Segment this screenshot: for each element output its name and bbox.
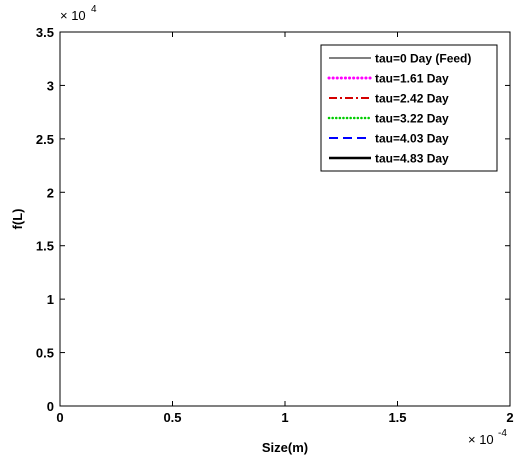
y-tick-label: 0: [47, 399, 54, 414]
x-multiplier-exponent: -4: [498, 428, 507, 439]
x-tick-label: 0.5: [163, 410, 181, 425]
legend-label-2: tau=2.42 Day: [375, 92, 449, 106]
legend: tau=0 Day (Feed) tau=1.61 Day tau=2.42 Day…: [320, 44, 498, 172]
y-tick-label: 1: [47, 292, 54, 307]
x-multiplier: × 10: [468, 432, 494, 447]
legend-label-1: tau=1.61 Day: [375, 72, 449, 86]
y-tick-label: 1.5: [36, 239, 54, 254]
y-tick-label: 2.5: [36, 132, 54, 147]
y-tick-label: 3: [47, 78, 54, 93]
x-tick-label: 2: [506, 410, 513, 425]
legend-label-5: tau=4.83 Day: [375, 152, 449, 166]
y-multiplier-exponent: 4: [91, 4, 97, 15]
y-tick-label: 3.5: [36, 25, 54, 40]
y-multiplier: × 10: [60, 8, 86, 23]
y-tick-label: 0.5: [36, 346, 54, 361]
legend-label-0: tau=0 Day (Feed): [375, 52, 471, 66]
legend-label-3: tau=3.22 Day: [375, 112, 449, 126]
x-tick-label: 0: [56, 410, 63, 425]
x-tick-label: 1.5: [388, 410, 406, 425]
x-axis-label: Size(m): [262, 440, 308, 455]
y-axis-label: f(L): [10, 209, 25, 230]
legend-label-4: tau=4.03 Day: [375, 132, 449, 146]
legend-box: [320, 44, 498, 172]
y-tick-label: 2: [47, 185, 54, 200]
x-tick-label: 1: [281, 410, 288, 425]
